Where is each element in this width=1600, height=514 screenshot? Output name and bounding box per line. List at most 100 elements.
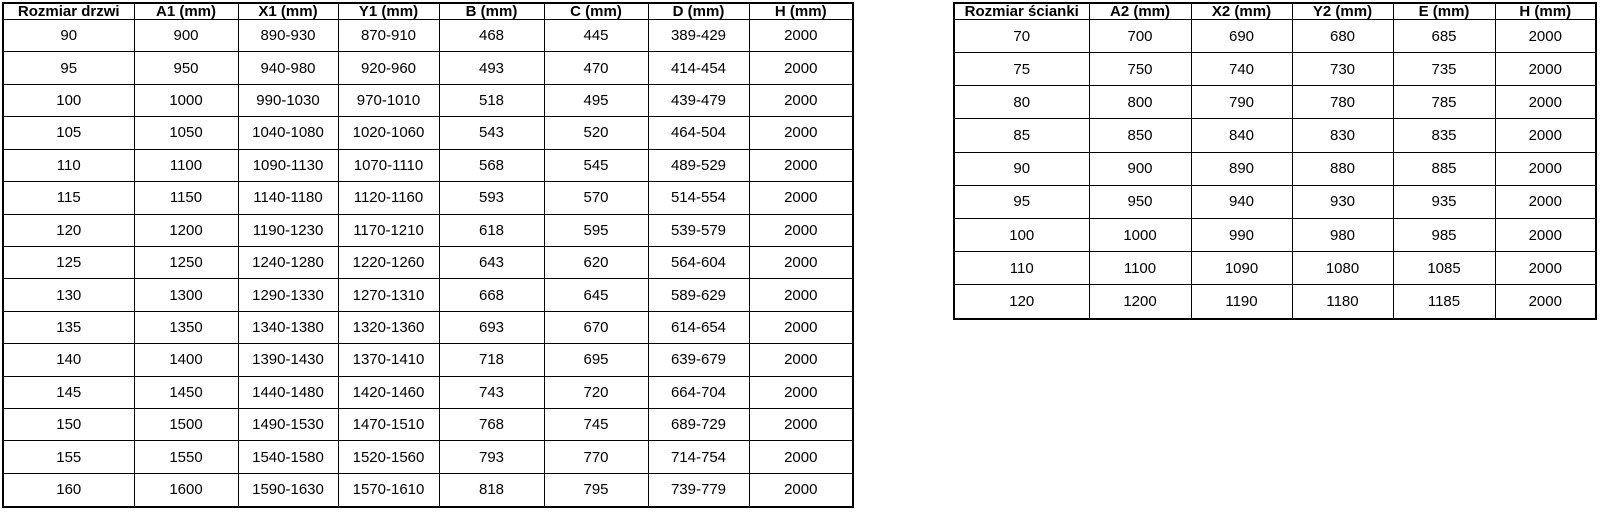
table-cell: 1500: [133, 408, 239, 442]
table-cell: 950: [1088, 184, 1192, 219]
table-cell: 568: [438, 148, 545, 183]
table-cell: 1120-1160: [337, 181, 440, 215]
table-cell: 900: [1088, 151, 1192, 186]
table-cell: 2000: [748, 245, 854, 280]
table-cell: 2000: [748, 181, 854, 215]
table-cell: 2000: [748, 343, 854, 377]
table-cell: 1180: [1291, 284, 1394, 320]
table-cell: 468: [438, 18, 545, 53]
table-cell: 730: [1291, 52, 1394, 87]
table-row: 115 1150 1140-1180 1120-1160 593 570 514-554 20…: [2, 181, 854, 215]
column-header: C (mm): [543, 2, 649, 20]
table-cell: 2000: [748, 408, 854, 442]
table-cell: 110: [953, 251, 1090, 286]
table-cell: 990: [1190, 217, 1293, 253]
table-row: 75 750 740 730 735 2000: [953, 52, 1597, 87]
column-header: A1 (mm): [133, 2, 239, 20]
table-cell: 539-579: [647, 213, 750, 247]
table-cell: 718: [438, 343, 545, 377]
table-cell: 830: [1291, 118, 1394, 153]
table-cell: 1290-1330: [237, 278, 339, 312]
table-row: 130 1300 1290-1330 1270-1310 668 645 589-629 20…: [2, 278, 854, 312]
table-cell: 105: [2, 116, 135, 150]
table-cell: 739-779: [647, 472, 750, 508]
table-cell: 150: [2, 408, 135, 442]
table-cell: 745: [543, 408, 649, 442]
table-row: 145 1450 1440-1480 1420-1460 743 720 664-704 20…: [2, 375, 854, 410]
table-cell: 464-504: [647, 116, 750, 150]
table-cell: 70: [953, 18, 1090, 54]
table-cell: 1390-1430: [237, 343, 339, 377]
header-row: Rozmiar drzwi A1 (mm) X1 (mm) Y1 (mm) B (mm)…: [2, 2, 854, 20]
table-cell: 2000: [1494, 118, 1597, 153]
table-cell: 1400: [133, 343, 239, 377]
table-row: 150 1500 1490-1530 1470-1510 768 745 689-729 20…: [2, 408, 854, 442]
table-cell: 75: [953, 52, 1090, 87]
table-cell: 750: [1088, 52, 1192, 87]
table-cell: 543: [438, 116, 545, 150]
table-cell: 564-604: [647, 245, 750, 280]
column-header: Rozmiar drzwi: [2, 2, 135, 20]
table-cell: 1185: [1392, 284, 1496, 320]
table-cell: 695: [543, 343, 649, 377]
table-cell: 2000: [1494, 85, 1597, 120]
table-cell: 2000: [748, 440, 854, 474]
table-cell: 850: [1088, 118, 1192, 153]
table-cell: 1140-1180: [237, 181, 339, 215]
table-cell: 1190-1230: [237, 213, 339, 247]
table-cell: 1320-1360: [337, 310, 440, 345]
table-cell: 970-1010: [337, 83, 440, 118]
table-cell: 489-529: [647, 148, 750, 183]
table-cell: 1200: [133, 213, 239, 247]
table-row: 140 1400 1390-1430 1370-1410 718 695 639-679 20…: [2, 343, 854, 377]
table-cell: 930: [1291, 184, 1394, 219]
table-cell: 120: [2, 213, 135, 247]
table-cell: 690: [1190, 18, 1293, 54]
table-cell: 793: [438, 440, 545, 474]
table-cell: 110: [2, 148, 135, 183]
table-cell: 1270-1310: [337, 278, 440, 312]
table-cell: 2000: [1494, 52, 1597, 87]
table-cell: 685: [1392, 18, 1496, 54]
table-cell: 85: [953, 118, 1090, 153]
table-cell: 2000: [748, 51, 854, 85]
table-cell: 1000: [1088, 217, 1192, 253]
table-cell: 80: [953, 85, 1090, 120]
table-cell: 1250: [133, 245, 239, 280]
table-cell: 740: [1190, 52, 1293, 87]
table-cell: 470: [543, 51, 649, 85]
table-cell: 2000: [748, 213, 854, 247]
table-cell: 670: [543, 310, 649, 345]
table-cell: 643: [438, 245, 545, 280]
table-cell: 155: [2, 440, 135, 474]
table-cell: 2000: [1494, 251, 1597, 286]
column-header: B (mm): [438, 2, 545, 20]
table-cell: 589-629: [647, 278, 750, 312]
table-cell: 439-479: [647, 83, 750, 118]
table-cell: 1220-1260: [337, 245, 440, 280]
column-header: E (mm): [1392, 2, 1496, 20]
table-row: 95 950 940-980 920-960 493 470 414-454 2000: [2, 51, 854, 85]
column-header: Y2 (mm): [1291, 2, 1394, 20]
table-cell: 714-754: [647, 440, 750, 474]
table-cell: 160: [2, 472, 135, 508]
table-cell: 1470-1510: [337, 408, 440, 442]
table-cell: 1085: [1392, 251, 1496, 286]
table-cell: 100: [2, 83, 135, 118]
table-cell: 785: [1392, 85, 1496, 120]
table-cell: 95: [953, 184, 1090, 219]
table-cell: 1370-1410: [337, 343, 440, 377]
table-cell: 620: [543, 245, 649, 280]
table-cell: 1090: [1190, 251, 1293, 286]
table-row: 90 900 890-930 870-910 468 445 389-429 2000: [2, 18, 854, 53]
table-row: 160 1600 1590-1630 1570-1610 818 795 739-779 20…: [2, 472, 854, 508]
table-cell: 1020-1060: [337, 116, 440, 150]
table-cell: 100: [953, 217, 1090, 253]
table-cell: 735: [1392, 52, 1496, 87]
table-cell: 145: [2, 375, 135, 410]
table-cell: 514-554: [647, 181, 750, 215]
table-cell: 2000: [748, 375, 854, 410]
table-cell: 2000: [748, 278, 854, 312]
column-header: H (mm): [748, 2, 854, 20]
table-cell: 639-679: [647, 343, 750, 377]
